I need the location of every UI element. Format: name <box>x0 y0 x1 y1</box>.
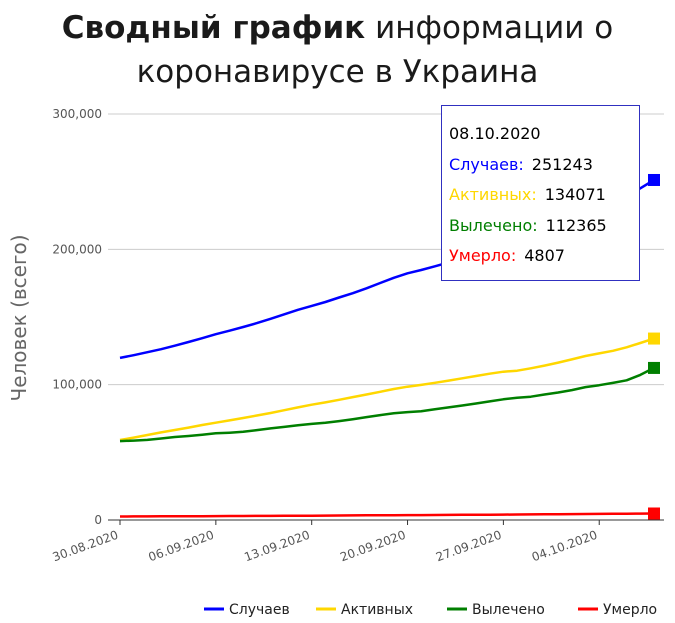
y-tick-label: 100,000 <box>52 378 102 392</box>
x-tick-label: 04.10.2020 <box>530 528 599 565</box>
y-tick-label: 300,000 <box>52 107 102 121</box>
tooltip-value-active: 134071 <box>544 185 606 204</box>
x-tick-label: 20.09.2020 <box>338 528 407 565</box>
chart-title-bold: Сводный график <box>61 10 366 46</box>
series-end-marker-died <box>648 507 660 520</box>
tooltip-row-cases: Случаев: 251243 <box>449 150 639 181</box>
tooltip-value-died: 4807 <box>524 246 565 265</box>
series-end-marker-cases <box>648 173 660 186</box>
chart-tooltip: 08.10.2020 Случаев: 251243 Активных: 13407… <box>441 105 640 281</box>
chart-title: Сводный график информации о коронавирусе… <box>0 6 675 94</box>
legend-label-recovered: Вылечено <box>472 602 545 618</box>
x-tick-label: 06.09.2020 <box>147 528 216 565</box>
y-tick-label: 200,000 <box>52 242 102 256</box>
legend-label-died: Умерло <box>603 602 657 618</box>
y-tick-label: 0 <box>94 513 102 527</box>
chart-title-line1: Сводный график информации о <box>0 6 675 50</box>
tooltip-label-recovered: Вылечено: <box>449 215 538 235</box>
series-line-died <box>119 512 655 518</box>
x-tick-label: 27.09.2020 <box>434 528 503 565</box>
tooltip-label-cases: Случаев: <box>449 154 524 174</box>
legend-label-cases: Случаев <box>229 602 290 618</box>
tooltip-value-cases: 251243 <box>531 154 593 174</box>
tooltip-row-died: Умерло: 4807 <box>449 241 639 272</box>
legend-label-active: Активных <box>341 602 413 618</box>
tooltip-date: 08.10.2020 <box>449 124 541 143</box>
series-end-marker-active <box>648 332 660 345</box>
tooltip-row-recovered: Вылечено: 112365 <box>449 211 639 242</box>
tooltip-row-active: Активных: 134071 <box>449 180 639 211</box>
chart-title-rest: информации о <box>365 10 614 46</box>
chart-title-line2: коронавирусе в Украина <box>136 54 539 90</box>
series-line-recovered <box>119 366 655 443</box>
series-line-active <box>119 337 655 442</box>
x-tick-label: 13.09.2020 <box>242 528 311 565</box>
series-end-marker-recovered <box>648 361 660 374</box>
tooltip-value-recovered: 112365 <box>545 215 607 235</box>
x-tick-label: 30.08.2020 <box>51 528 120 565</box>
tooltip-label-active: Активных: <box>449 185 537 204</box>
tooltip-label-died: Умерло: <box>449 246 517 265</box>
y-axis-label: Человек (всего) <box>7 234 31 401</box>
